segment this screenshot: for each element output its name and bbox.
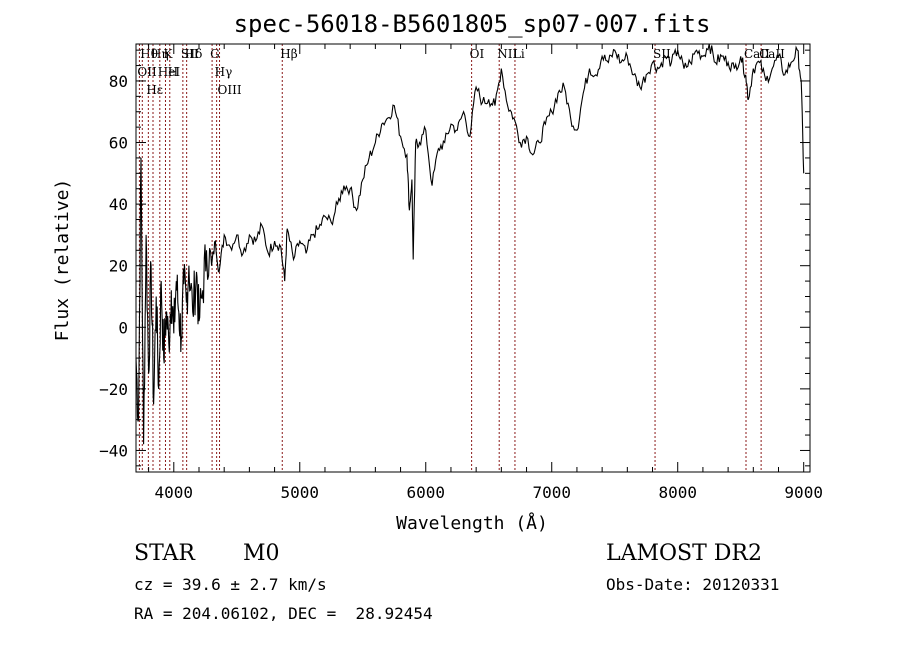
y-tick-label: 60 [109, 134, 128, 153]
marker-label: G [210, 47, 220, 61]
y-tick-label: 80 [109, 72, 128, 91]
marker-label: Hγ [215, 65, 233, 79]
survey-name: LAMOST DR2 [606, 541, 762, 566]
marker-label: H [168, 65, 178, 79]
x-tick-label: 4000 [155, 483, 194, 502]
chart-title: spec-56018-B5601805_sp07-007.fits [234, 10, 711, 38]
obs-date: Obs-Date: 20120331 [606, 575, 779, 594]
plot-frame [135, 43, 811, 473]
x-tick-label: 7000 [532, 483, 571, 502]
marker-label: HeI [158, 65, 181, 79]
marker-label: Hβ [280, 47, 297, 61]
x-axis: 4000 5000 6000 7000 8000 9000 [148, 44, 823, 502]
y-tick-label: 20 [109, 257, 128, 276]
marker-label: OI [470, 47, 485, 61]
y-tick-label: −20 [99, 380, 128, 399]
marker-label: Hθ [140, 47, 158, 61]
marker-label: SII [181, 47, 199, 61]
plot-area [135, 43, 805, 445]
marker-label: CaII [759, 47, 785, 61]
coordinates: RA = 204.06102, DEC = 28.92454 [134, 604, 433, 623]
x-axis-label: Wavelength (Å) [396, 512, 548, 534]
marker-label: CaII [744, 47, 770, 61]
y-axis-label: Flux (relative) [52, 179, 73, 342]
y-tick-label: 40 [109, 195, 128, 214]
x-tick-label: 8000 [658, 483, 697, 502]
marker-label: SII [653, 47, 671, 61]
marker-label: Hε [146, 83, 163, 97]
spectrum-line [135, 43, 805, 445]
y-tick-label: −40 [99, 441, 128, 460]
marker-label: NII [497, 47, 517, 61]
object-class: STAR [134, 541, 196, 566]
marker-label: OIII [218, 83, 242, 97]
object-subclass: M0 [243, 541, 280, 566]
x-tick-label: 5000 [281, 483, 320, 502]
marker-label: Li [513, 47, 525, 61]
marker-label: Hδ [185, 47, 203, 61]
y-tick-label: 0 [118, 318, 128, 337]
x-tick-label: 6000 [406, 483, 445, 502]
marker-label: K [163, 47, 173, 61]
marker-label: OII [137, 65, 157, 79]
x-tick-label: 9000 [784, 483, 823, 502]
y-axis: −40 −20 0 20 40 60 80 [99, 49, 810, 467]
redshift-cz: cz = 39.6 ± 2.7 km/s [134, 575, 327, 594]
